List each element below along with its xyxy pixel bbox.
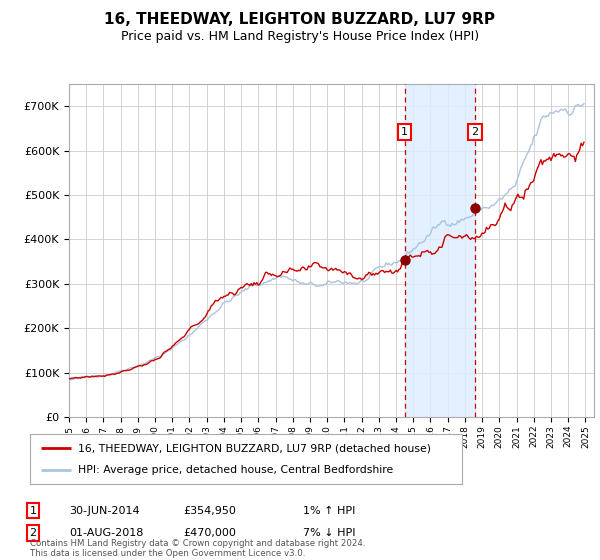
Text: 7% ↓ HPI: 7% ↓ HPI xyxy=(303,528,355,538)
Text: Contains HM Land Registry data © Crown copyright and database right 2024.
This d: Contains HM Land Registry data © Crown c… xyxy=(30,539,365,558)
Bar xyxy=(404,84,475,417)
Text: £470,000: £470,000 xyxy=(183,528,236,538)
Text: 2: 2 xyxy=(472,127,478,137)
Text: 30-JUN-2014: 30-JUN-2014 xyxy=(69,506,140,516)
Text: 16, THEEDWAY, LEIGHTON BUZZARD, LU7 9RP: 16, THEEDWAY, LEIGHTON BUZZARD, LU7 9RP xyxy=(104,12,496,27)
Text: 1: 1 xyxy=(29,506,37,516)
Text: Price paid vs. HM Land Registry's House Price Index (HPI): Price paid vs. HM Land Registry's House … xyxy=(121,30,479,43)
Text: 16, THEEDWAY, LEIGHTON BUZZARD, LU7 9RP (detached house): 16, THEEDWAY, LEIGHTON BUZZARD, LU7 9RP … xyxy=(77,443,431,453)
Text: 1% ↑ HPI: 1% ↑ HPI xyxy=(303,506,355,516)
Text: 1: 1 xyxy=(401,127,408,137)
Text: 2: 2 xyxy=(29,528,37,538)
Text: HPI: Average price, detached house, Central Bedfordshire: HPI: Average price, detached house, Cent… xyxy=(77,465,393,475)
Text: 01-AUG-2018: 01-AUG-2018 xyxy=(69,528,143,538)
Text: £354,950: £354,950 xyxy=(183,506,236,516)
